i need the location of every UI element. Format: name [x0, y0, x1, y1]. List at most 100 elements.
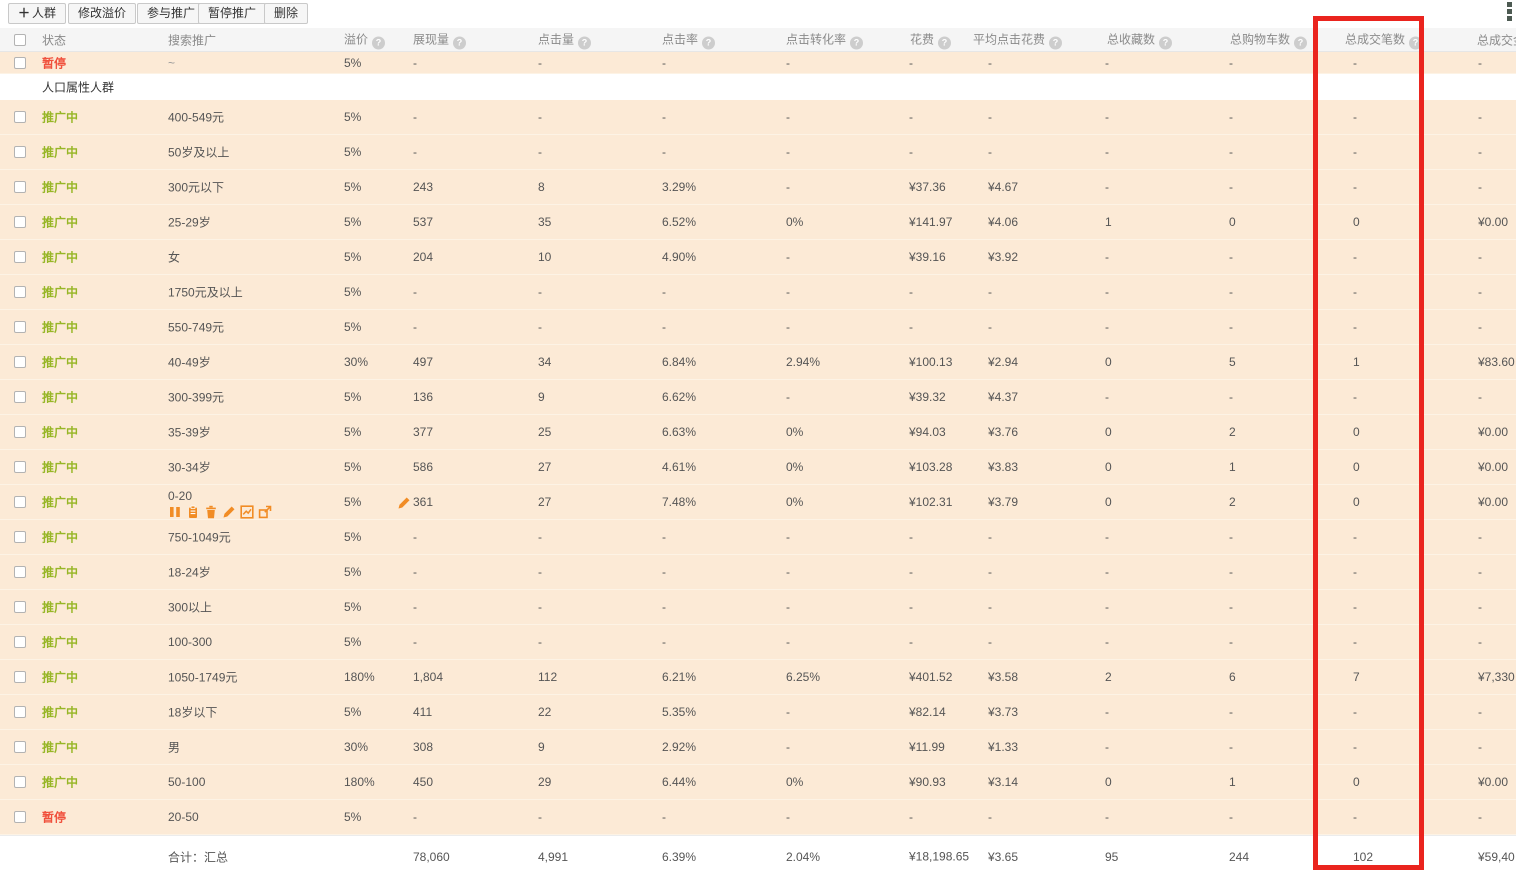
- premium-value: 5%: [344, 495, 362, 509]
- audience-name-cell: 男: [168, 739, 180, 756]
- status-label: 暂停: [42, 56, 67, 70]
- impr-value: 497: [413, 355, 434, 369]
- help-icon[interactable]: ?: [1049, 36, 1063, 49]
- favs-value: -: [1105, 565, 1109, 579]
- pause-promotion-button[interactable]: 暂停推广: [198, 3, 267, 24]
- ctr-value: 6.63%: [662, 425, 697, 439]
- ctr-value: 7.48%: [662, 495, 697, 509]
- move-icon[interactable]: [258, 505, 272, 519]
- carts-value: -: [1229, 250, 1233, 264]
- favs-value: -: [1105, 810, 1109, 824]
- help-icon[interactable]: ?: [1159, 36, 1173, 49]
- row-checkbox[interactable]: [14, 146, 26, 158]
- modify-premium-button[interactable]: 修改溢价: [68, 3, 137, 24]
- edit-premium-icon[interactable]: [397, 496, 410, 509]
- clicks-value: -: [538, 285, 542, 299]
- totals-ctr-value: 6.39%: [662, 850, 697, 864]
- status-label: 推广中: [42, 495, 79, 510]
- status-label: 推广中: [42, 285, 79, 300]
- row-checkbox[interactable]: [14, 216, 26, 228]
- row-checkbox[interactable]: [14, 426, 26, 438]
- status-cell: 推广中: [42, 704, 78, 721]
- row-checkbox[interactable]: [14, 706, 26, 718]
- column-header-favs: 总收藏数?: [1107, 30, 1173, 49]
- help-icon[interactable]: ?: [850, 36, 864, 49]
- status-cell: 推广中: [42, 179, 78, 196]
- favs-value: -: [1105, 530, 1109, 544]
- clicks-value: 34: [538, 355, 552, 369]
- ctr-value: -: [662, 810, 666, 824]
- orders-value: -: [1353, 530, 1357, 544]
- row-checkbox[interactable]: [14, 811, 26, 823]
- row-checkbox[interactable]: [14, 741, 26, 753]
- header-checkbox[interactable]: [14, 33, 26, 46]
- add-audience-button[interactable]: ＋人群: [8, 3, 67, 24]
- orders-value: -: [1353, 565, 1357, 579]
- audience-name-cell: 18岁以下: [168, 704, 217, 721]
- impr-value: 411: [413, 705, 433, 719]
- impr-value: -: [413, 285, 417, 299]
- clicks-value: -: [538, 810, 542, 824]
- pause-icon[interactable]: [168, 505, 182, 519]
- help-icon[interactable]: ?: [578, 36, 592, 49]
- amount-value: -: [1478, 390, 1482, 404]
- totals-clicks-value: 4,991: [538, 850, 569, 864]
- premium-value: 5%: [344, 250, 362, 264]
- row-checkbox[interactable]: [14, 286, 26, 298]
- avgcpc-value: ¥4.06: [988, 215, 1019, 229]
- column-settings-icon[interactable]: [1507, 2, 1513, 23]
- help-icon[interactable]: ?: [453, 36, 467, 49]
- row-checkbox[interactable]: [14, 356, 26, 368]
- carts-value: -: [1229, 320, 1233, 334]
- status-cell: 推广中: [42, 389, 78, 406]
- row-checkbox[interactable]: [14, 671, 26, 683]
- amount-value: -: [1478, 810, 1482, 824]
- row-checkbox[interactable]: [14, 566, 26, 578]
- ctr-value: 3.29%: [662, 180, 697, 194]
- amount-value: ¥0.00: [1478, 495, 1509, 509]
- cost-value: -: [909, 55, 913, 70]
- carts-value: -: [1229, 110, 1233, 124]
- help-icon[interactable]: ?: [1409, 36, 1423, 49]
- cost-value: -: [909, 810, 913, 824]
- delete-button[interactable]: 删除: [264, 3, 309, 24]
- row-checkbox[interactable]: [14, 601, 26, 613]
- amount-value: -: [1478, 285, 1482, 299]
- audience-name: 18岁以下: [168, 705, 218, 720]
- row-checkbox[interactable]: [14, 321, 26, 333]
- delete-icon[interactable]: [204, 505, 218, 519]
- table-row: 推广中 1050-1749元 180% 1,804 112 6.21% 6.25% ¥401.…: [0, 660, 1516, 695]
- row-checkbox[interactable]: [14, 181, 26, 193]
- help-icon[interactable]: ?: [372, 36, 386, 49]
- impr-value: 586: [413, 460, 434, 474]
- clipboard-icon[interactable]: [186, 505, 200, 519]
- avgcpc-value: ¥4.37: [988, 390, 1019, 404]
- carts-value: -: [1229, 145, 1233, 159]
- status-cell: 暂停: [42, 54, 66, 71]
- cost-value: ¥39.32: [909, 390, 946, 404]
- row-checkbox[interactable]: [14, 251, 26, 263]
- row-checkbox[interactable]: [14, 636, 26, 648]
- table-header-row: 状态 搜索推广 溢价? 展现量? 点击量? 点击率? 点击转化率? 花费? 平均点击花费? 总收藏…: [0, 28, 1516, 52]
- carts-value: -: [1229, 635, 1233, 649]
- row-checkbox[interactable]: [14, 496, 26, 508]
- clicks-value: -: [538, 530, 542, 544]
- row-checkbox[interactable]: [14, 111, 26, 123]
- help-icon[interactable]: ?: [702, 36, 716, 49]
- help-icon[interactable]: ?: [1294, 36, 1308, 49]
- row-checkbox[interactable]: [14, 56, 26, 69]
- audience-name: 女: [168, 250, 181, 265]
- ctr-value: 4.61%: [662, 460, 697, 474]
- premium-value: 30%: [344, 740, 369, 754]
- help-icon[interactable]: ?: [938, 36, 952, 49]
- join-promotion-button[interactable]: 参与推广: [137, 3, 206, 24]
- audience-name: 550-749元: [168, 320, 225, 335]
- row-checkbox[interactable]: [14, 461, 26, 473]
- cvr-value: -: [786, 180, 790, 194]
- status-label: 推广中: [42, 635, 79, 650]
- edit-icon[interactable]: [222, 505, 236, 519]
- report-icon[interactable]: [240, 505, 254, 519]
- row-checkbox[interactable]: [14, 391, 26, 403]
- row-checkbox[interactable]: [14, 531, 26, 543]
- row-checkbox[interactable]: [14, 776, 26, 788]
